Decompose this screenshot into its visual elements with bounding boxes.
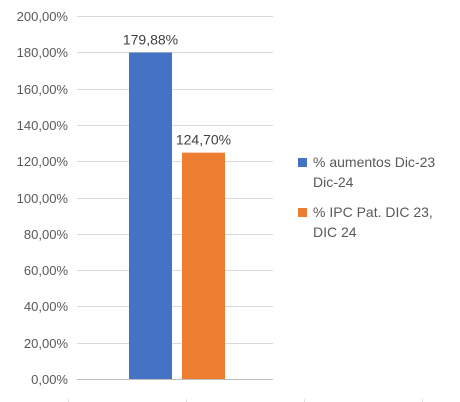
bar-ipc (182, 152, 225, 379)
y-axis-tick-labels: 0,00% 20,00% 40,00% 60,00% 80,00% 100,00% 120,… (17, 9, 69, 387)
legend-label-aumentos: % aumentos Dic-23 Dic-24 (313, 154, 436, 190)
y-tick-label: 0,00% (31, 372, 68, 387)
y-tick-label: 160,00% (17, 82, 69, 97)
y-tick-label: 140,00% (17, 118, 69, 133)
gridlines (77, 16, 273, 344)
y-tick-label: 60,00% (24, 263, 69, 278)
legend-swatch-ipc (298, 208, 307, 217)
data-labels: 179,88% 124,70% (123, 32, 231, 148)
y-tick-label: 40,00% (24, 299, 69, 314)
data-label-aumentos: 179,88% (123, 32, 178, 48)
x-axis (68, 379, 423, 402)
y-tick-label: 80,00% (24, 227, 69, 242)
y-tick-label: 200,00% (17, 9, 69, 24)
y-tick-label: 100,00% (17, 191, 69, 206)
legend-swatch-aumentos (298, 158, 307, 167)
legend-item-aumentos: % aumentos Dic-23 Dic-24 (298, 152, 460, 192)
y-tick-label: 20,00% (24, 336, 69, 351)
legend-label-ipc: % IPC Pat. DIC 23, DIC 24 (313, 204, 433, 240)
legend-item-ipc: % IPC Pat. DIC 23, DIC 24 (298, 202, 460, 242)
y-tick-label: 120,00% (17, 154, 69, 169)
legend: % aumentos Dic-23 Dic-24 % IPC Pat. DIC … (298, 152, 460, 252)
data-label-ipc: 124,70% (176, 132, 231, 148)
bar-aumentos (129, 52, 172, 380)
bars (129, 52, 225, 380)
y-tick-label: 180,00% (17, 45, 69, 60)
